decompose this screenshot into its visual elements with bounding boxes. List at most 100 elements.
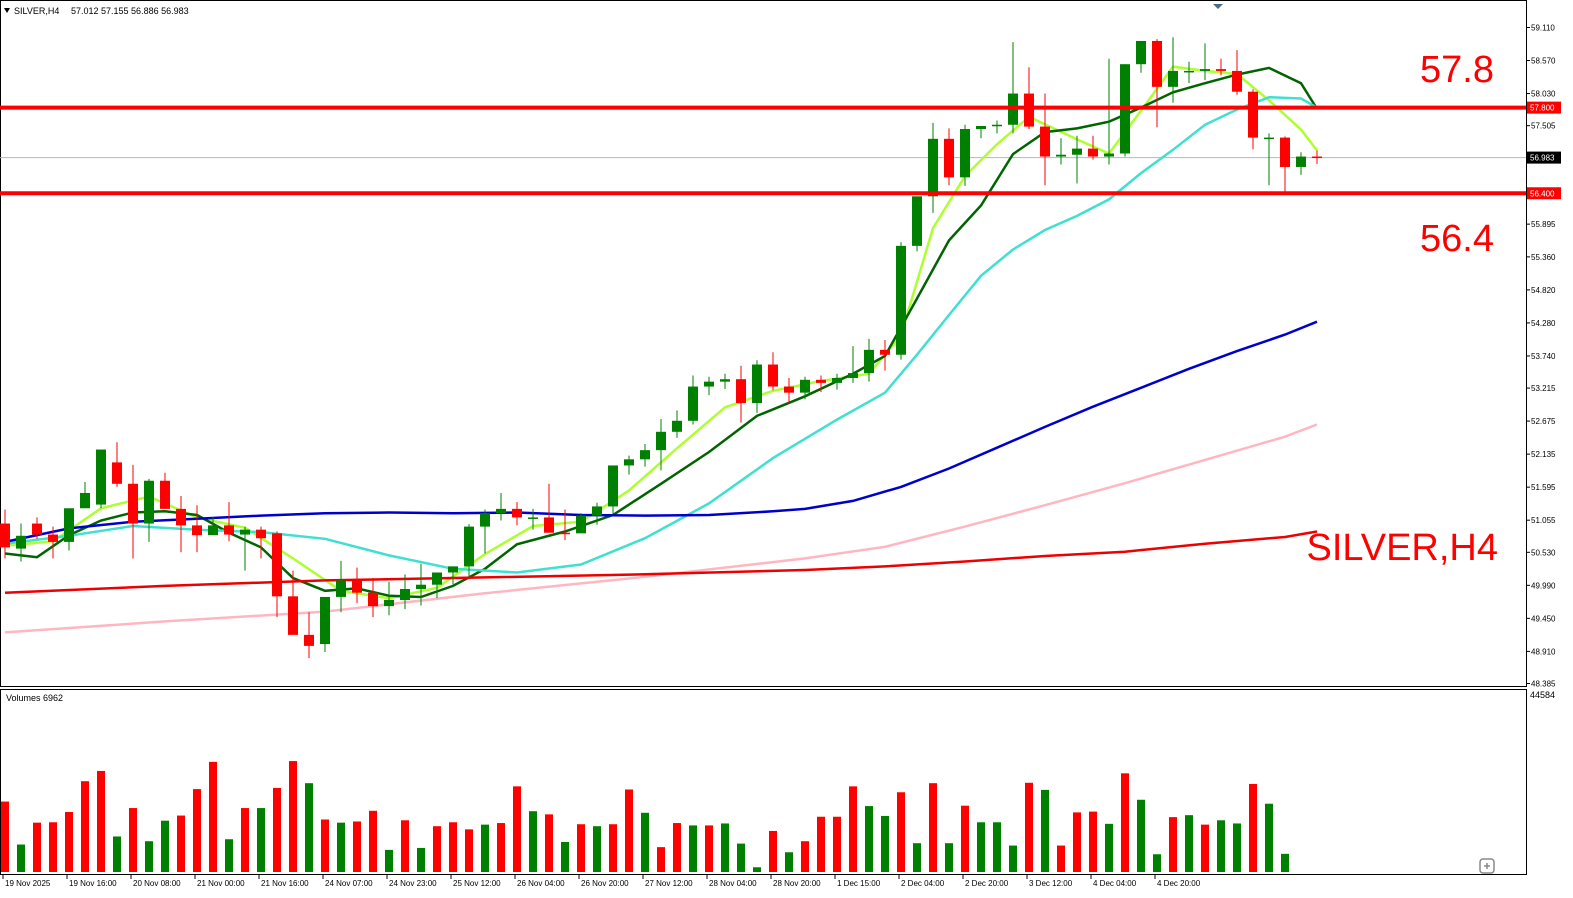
candle <box>864 338 874 382</box>
candle-body <box>240 529 250 535</box>
candle-body <box>80 492 90 509</box>
candle <box>1232 50 1242 95</box>
candle-body <box>448 566 458 573</box>
candle-body <box>1264 137 1274 140</box>
candle <box>736 365 746 423</box>
volume-bar <box>241 808 249 872</box>
candle-body <box>272 533 282 597</box>
volume-bar <box>449 822 457 872</box>
time-tick-label: 24 Nov 07:00 <box>325 879 373 888</box>
candle <box>304 612 314 659</box>
candle <box>816 375 826 393</box>
volume-bar <box>561 841 569 872</box>
price-tick-label: 57.505 <box>1531 122 1556 131</box>
volume-bar <box>1073 812 1081 872</box>
candle-body <box>208 525 218 536</box>
candle <box>784 377 794 404</box>
candle-body <box>1168 70 1178 87</box>
volume-bar <box>673 823 681 872</box>
candle <box>112 442 122 487</box>
time-tick-label: 4 Dec 20:00 <box>1157 879 1201 888</box>
candle-body <box>656 431 666 451</box>
candle <box>1264 133 1274 186</box>
candle <box>528 508 538 530</box>
candle <box>1280 136 1290 193</box>
volume-bar <box>1 801 9 872</box>
volume-bar <box>321 819 329 872</box>
logo-icon <box>1479 858 1495 874</box>
candle-body <box>880 349 890 355</box>
candle <box>1296 152 1306 175</box>
candle-body <box>1200 69 1210 71</box>
ohlc-values: 57.012 57.155 56.886 56.983 <box>71 6 189 16</box>
candle-body <box>624 459 634 466</box>
candle <box>944 128 954 186</box>
volume-bar <box>177 815 185 872</box>
candle-body <box>1104 153 1114 157</box>
candle-body <box>944 138 954 178</box>
time-tick-label: 26 Nov 04:00 <box>517 879 565 888</box>
candle <box>432 572 442 599</box>
candle-body <box>832 377 842 383</box>
price-tick-label: 50.530 <box>1531 548 1556 557</box>
candle <box>624 455 634 475</box>
current-price-tag-label: 56.983 <box>1530 154 1555 163</box>
volume-bar <box>353 821 361 872</box>
candle-body <box>128 483 138 524</box>
volume-bar <box>1185 815 1193 872</box>
candle-body <box>864 349 874 374</box>
candle-body <box>320 596 330 645</box>
candle <box>752 360 762 413</box>
candle-body <box>688 386 698 421</box>
candle-body <box>816 379 826 383</box>
candle <box>640 444 650 467</box>
candle <box>80 481 90 509</box>
candle <box>32 517 42 539</box>
candle <box>960 124 970 186</box>
price-tick-label: 55.895 <box>1531 220 1556 229</box>
symbol-header: SILVER,H4 57.012 57.155 56.886 56.983 <box>14 6 189 16</box>
volume-bar <box>1025 782 1033 872</box>
candle-body <box>640 450 650 460</box>
scroll-marker-icon[interactable] <box>1213 4 1223 9</box>
candle-body <box>1216 69 1226 71</box>
candle <box>208 517 218 536</box>
candle <box>256 526 266 559</box>
candle <box>592 502 602 525</box>
volume-indicator-label: Volumes 6962 <box>6 693 63 703</box>
candle-body <box>48 534 58 542</box>
volume-bar <box>337 822 345 872</box>
candle-body <box>384 600 394 607</box>
volume-bar <box>897 792 905 872</box>
candle <box>240 526 250 571</box>
current-price-tag <box>1527 151 1561 164</box>
volume-bars <box>1 761 1289 872</box>
candlesticks <box>0 37 1322 659</box>
candle <box>896 242 906 360</box>
candle <box>608 465 618 515</box>
volume-max-label: 44584 <box>1530 690 1555 700</box>
candle <box>384 581 394 616</box>
candle-body <box>576 515 586 534</box>
candle <box>544 483 554 533</box>
candle <box>1312 150 1322 164</box>
time-tick-label: 3 Dec 12:00 <box>1029 879 1073 888</box>
volume-bar <box>865 806 873 872</box>
horizontal-levels[interactable]: 57.800 56.400 56.983 <box>0 101 1561 200</box>
candle-body <box>0 523 10 548</box>
candle-body <box>1056 154 1066 157</box>
candle-body <box>1184 70 1194 73</box>
price-tick-label: 53.740 <box>1531 352 1556 361</box>
volume-bar <box>929 783 937 872</box>
time-tick-label: 2 Dec 04:00 <box>901 879 945 888</box>
candle <box>0 509 10 559</box>
candle <box>720 373 730 389</box>
candle <box>368 577 378 618</box>
candle <box>1168 37 1178 103</box>
price-level-tag <box>1527 187 1561 200</box>
upper-level-annotation: 57.8 <box>1420 49 1494 91</box>
candle-body <box>752 364 762 404</box>
volume-bar <box>609 824 617 872</box>
